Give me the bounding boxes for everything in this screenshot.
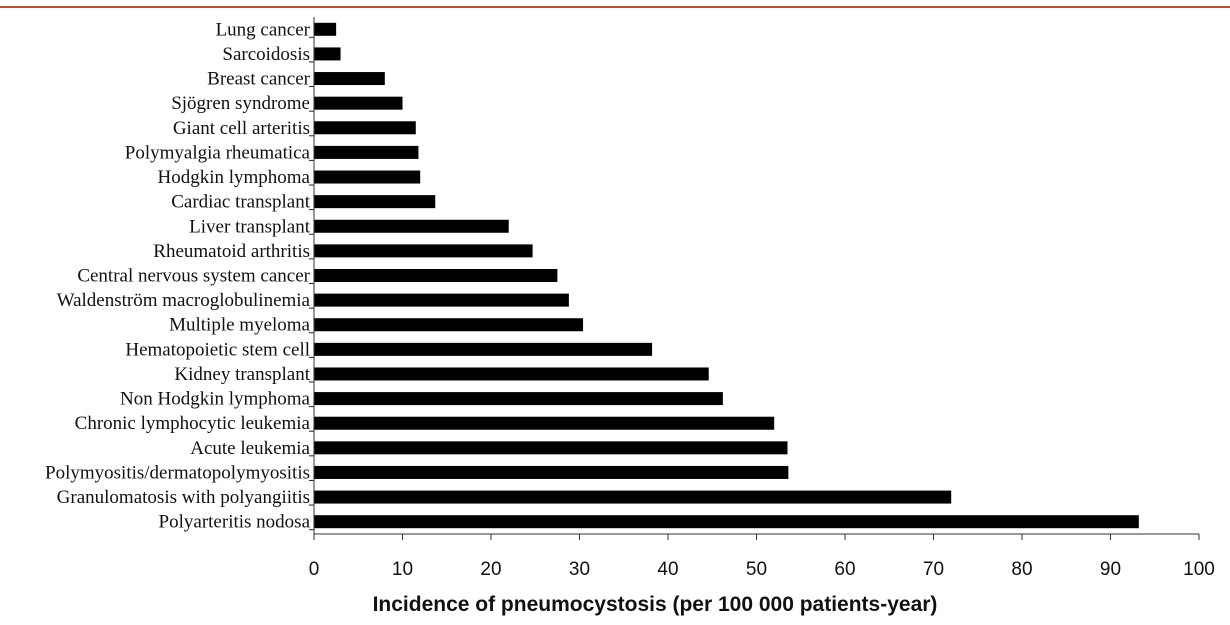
category-label: Kidney transplant — [174, 364, 310, 385]
category-label: Polymyositis/dermatopolymyositis — [45, 462, 310, 483]
x-tick-label: 100 — [1183, 559, 1215, 580]
bar — [314, 219, 509, 233]
category-label: Hematopoietic stem cell — [125, 339, 310, 360]
category-label: Polymyalgia rheumatica — [125, 142, 311, 163]
category-label: Rheumatoid arthritis — [153, 241, 310, 262]
bar — [314, 342, 653, 356]
bar — [314, 170, 421, 184]
bar — [314, 47, 341, 61]
x-tick-label: 70 — [923, 559, 944, 580]
bar — [314, 465, 789, 479]
x-axis-title: Incidence of pneumocystosis (per 100 000… — [372, 593, 938, 616]
bar — [314, 195, 436, 209]
bar-chart: Lung cancer Sarcoidosis Breast cancer Sjögr… — [45, 17, 1215, 580]
bars-group — [314, 22, 1139, 529]
bar — [314, 269, 558, 282]
category-label: Granulomatosis with polyangiitis — [57, 487, 310, 508]
bar — [314, 22, 337, 36]
category-label: Acute leukemia — [190, 438, 310, 459]
bar — [314, 515, 1139, 529]
bar — [314, 293, 569, 307]
bar — [314, 121, 416, 135]
x-tick-label: 80 — [1011, 559, 1032, 580]
category-label: Cardiac transplant — [171, 192, 310, 213]
bar — [314, 72, 385, 86]
category-label: Lung cancer — [216, 19, 311, 40]
x-tick-label: 50 — [746, 559, 767, 580]
top-rule — [0, 6, 1230, 8]
category-label: Central nervous system cancer — [77, 266, 310, 287]
bar — [314, 244, 533, 258]
category-label: Multiple myeloma — [169, 315, 310, 336]
bar — [314, 96, 403, 110]
category-label: Liver transplant — [189, 216, 311, 237]
bar — [314, 490, 952, 504]
bar — [314, 318, 584, 332]
bar — [314, 367, 709, 381]
bar — [314, 145, 419, 159]
x-tick-label: 60 — [834, 559, 855, 580]
bar — [314, 441, 788, 455]
category-label: Polyarteritis nodosa — [159, 512, 311, 533]
bar — [314, 416, 775, 430]
x-tick-label: 40 — [657, 559, 678, 580]
x-tick-label: 90 — [1100, 559, 1121, 580]
category-label: Breast cancer — [207, 69, 311, 90]
category-label: Waldenström macroglobulinemia — [57, 290, 311, 311]
category-label: Chronic lymphocytic leukemia — [75, 413, 311, 434]
x-tick-label: 0 — [309, 559, 320, 580]
category-labels: Lung cancer Sarcoidosis Breast cancer Sjögr… — [45, 19, 311, 532]
x-tick-label: 10 — [392, 559, 413, 580]
category-label: Sarcoidosis — [222, 44, 310, 65]
category-label: Giant cell arteritis — [173, 118, 310, 139]
category-label: Sjögren syndrome — [171, 93, 310, 114]
x-ticks: 0 10 20 30 40 50 60 70 80 90 100 — [309, 534, 1215, 580]
category-label: Hodgkin lymphoma — [157, 167, 310, 188]
category-label: Non Hodgkin lymphoma — [120, 389, 311, 410]
x-tick-label: 30 — [569, 559, 590, 580]
x-tick-label: 20 — [480, 559, 501, 580]
bar — [314, 392, 723, 406]
